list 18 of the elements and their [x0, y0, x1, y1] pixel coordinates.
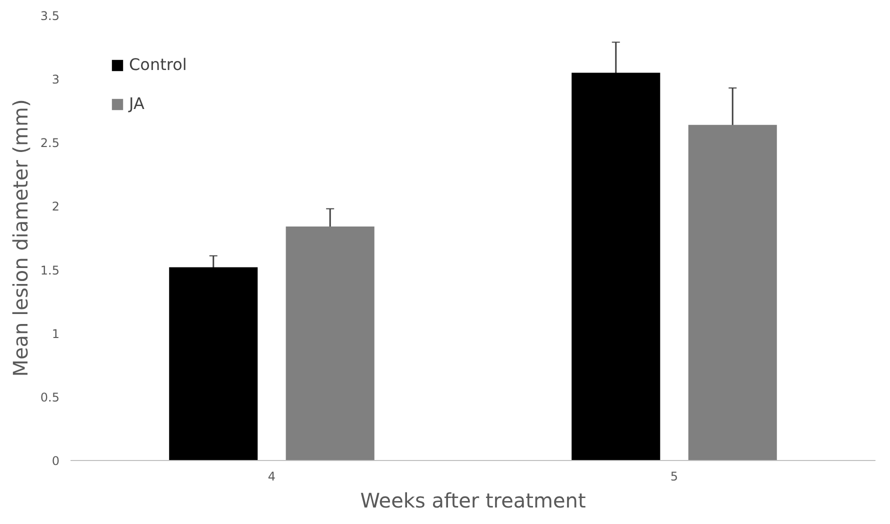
- x-tick-label: 5: [670, 470, 678, 484]
- y-tick-label: 3.5: [40, 9, 60, 23]
- y-tick-label: 3: [52, 72, 60, 87]
- y-tick-label: 0: [52, 454, 60, 468]
- legend-label: Control: [129, 55, 187, 74]
- x-axis-title: Weeks after treatment: [360, 488, 586, 512]
- y-tick-label: 1.5: [40, 263, 60, 278]
- y-tick-label: 1: [52, 326, 60, 341]
- bar: [572, 72, 660, 460]
- y-tick-label: 2: [52, 200, 60, 214]
- x-tick-label: 4: [268, 470, 276, 484]
- legend-label: JA: [129, 94, 146, 113]
- y-axis-title: Mean lesion diameter (mm): [8, 99, 32, 377]
- bar: [169, 267, 258, 460]
- bar: [286, 226, 374, 460]
- y-tick-label: 0.5: [40, 390, 60, 404]
- bar: [688, 124, 777, 460]
- y-tick-label: 2.5: [40, 136, 60, 150]
